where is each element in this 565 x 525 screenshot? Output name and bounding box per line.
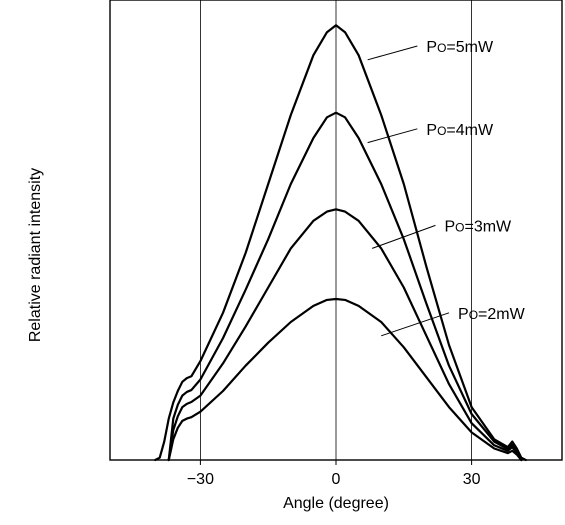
x-tick-label: 30 xyxy=(463,471,481,488)
series-label-prefix: P xyxy=(426,122,437,139)
series-label-prefix: P xyxy=(458,306,469,323)
series-label-suffix: =3mW xyxy=(464,218,512,235)
x-axis-label: Angle (degree) xyxy=(283,495,389,512)
series-curve xyxy=(167,208,523,462)
x-axis-ticks: −30 0 30 xyxy=(187,460,481,488)
series-label-suffix: =2mW xyxy=(478,306,526,323)
x-tick-label: 0 xyxy=(332,471,341,488)
series-label-subscript: O xyxy=(455,220,464,234)
series-leader-line xyxy=(371,224,436,249)
series-label-suffix: =5mW xyxy=(446,39,494,56)
series-label-prefix: P xyxy=(444,218,455,235)
series-curves xyxy=(154,24,527,462)
series-label-prefix: P xyxy=(426,39,437,56)
series-leader-line xyxy=(367,128,418,144)
series-label-subscript: O xyxy=(437,124,446,138)
series-curve xyxy=(154,24,527,462)
series-leader-line xyxy=(367,45,418,61)
x-tick-label: −30 xyxy=(187,471,214,488)
series-leader-line xyxy=(381,312,450,337)
series-curve xyxy=(167,297,523,462)
series-label: PO=4mW xyxy=(426,122,494,139)
series-curve xyxy=(167,111,523,462)
series-label-subscript: O xyxy=(469,308,478,322)
series-label-suffix: =4mW xyxy=(446,122,494,139)
series-label-subscript: O xyxy=(437,41,446,55)
series-label: PO=5mW xyxy=(426,39,494,56)
series-label: PO=2mW xyxy=(458,306,526,323)
vertical-grid-lines xyxy=(199,0,473,460)
y-axis-label: Relative radiant intensity xyxy=(27,168,44,342)
series-label: PO=3mW xyxy=(444,218,512,235)
